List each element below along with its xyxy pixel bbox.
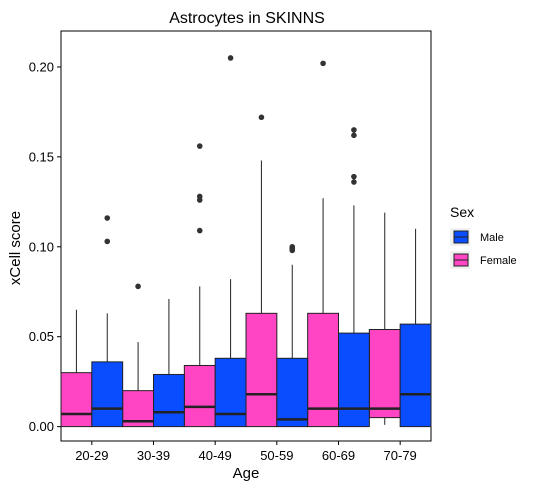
legend-label-female: Female xyxy=(480,255,517,267)
y-axis: 0.00 0.05 0.10 0.15 0.20 xyxy=(29,59,61,434)
y-tick-label: 0.20 xyxy=(29,59,54,74)
x-tick-label: 30-39 xyxy=(137,448,170,463)
x-axis-title: Age xyxy=(233,465,260,482)
box-iqr xyxy=(368,329,401,419)
legend-label-male: Male xyxy=(480,232,504,244)
x-tick-label: 20-29 xyxy=(75,448,108,463)
x-axis: 20-29 30-39 40-49 50-59 60-69 70-79 xyxy=(75,441,417,463)
y-axis-title: xCell score xyxy=(7,211,24,285)
chart-title: Astrocytes in SKINNS xyxy=(169,10,325,27)
box-male-60-69 xyxy=(338,127,370,428)
legend: Sex Male Female xyxy=(450,204,517,269)
outlier-point xyxy=(135,283,141,290)
outlier-point xyxy=(320,60,326,67)
x-tick-label: 40-49 xyxy=(199,448,232,463)
box-male-50-59 xyxy=(276,243,309,428)
x-tick-label: 60-69 xyxy=(322,448,355,463)
y-tick-label: 0.05 xyxy=(29,329,54,344)
box-female-40-49 xyxy=(183,143,216,428)
box-female-70-79 xyxy=(368,212,401,425)
box-iqr xyxy=(276,357,309,428)
box-iqr xyxy=(399,323,432,428)
outlier-point xyxy=(351,127,357,133)
box-iqr xyxy=(183,364,216,428)
box-iqr xyxy=(214,357,247,428)
outlier-point xyxy=(196,227,203,234)
box-groups xyxy=(60,55,432,428)
outlier-point xyxy=(104,238,111,245)
outlier-point xyxy=(196,143,203,149)
box-female-30-39 xyxy=(122,283,154,428)
box-iqr xyxy=(153,373,185,428)
box-iqr xyxy=(338,332,370,428)
outlier-point xyxy=(351,173,357,180)
box-female-20-29 xyxy=(60,309,93,428)
y-tick-label: 0.00 xyxy=(29,419,54,434)
outlier-point xyxy=(104,215,111,221)
outlier-point xyxy=(289,243,296,250)
box-female-50-59 xyxy=(245,114,278,428)
outlier-point xyxy=(351,132,357,139)
x-tick-label: 70-79 xyxy=(384,448,417,463)
box-male-70-79 xyxy=(399,228,432,428)
box-male-30-39 xyxy=(153,298,185,428)
outlier-point xyxy=(351,179,357,185)
outlier-point xyxy=(196,193,203,200)
y-tick-label: 0.10 xyxy=(29,239,54,254)
x-tick-label: 50-59 xyxy=(260,448,293,463)
outlier-point xyxy=(258,114,265,121)
box-female-60-69 xyxy=(307,60,339,428)
plot-panel xyxy=(60,30,432,442)
legend-title: Sex xyxy=(450,204,474,220)
y-tick-label: 0.15 xyxy=(29,149,54,164)
box-iqr xyxy=(91,361,124,428)
box-iqr xyxy=(60,372,93,428)
box-male-40-49 xyxy=(214,55,247,428)
box-iqr xyxy=(245,312,278,428)
outlier-point xyxy=(227,55,234,61)
box-male-20-29 xyxy=(91,215,124,428)
